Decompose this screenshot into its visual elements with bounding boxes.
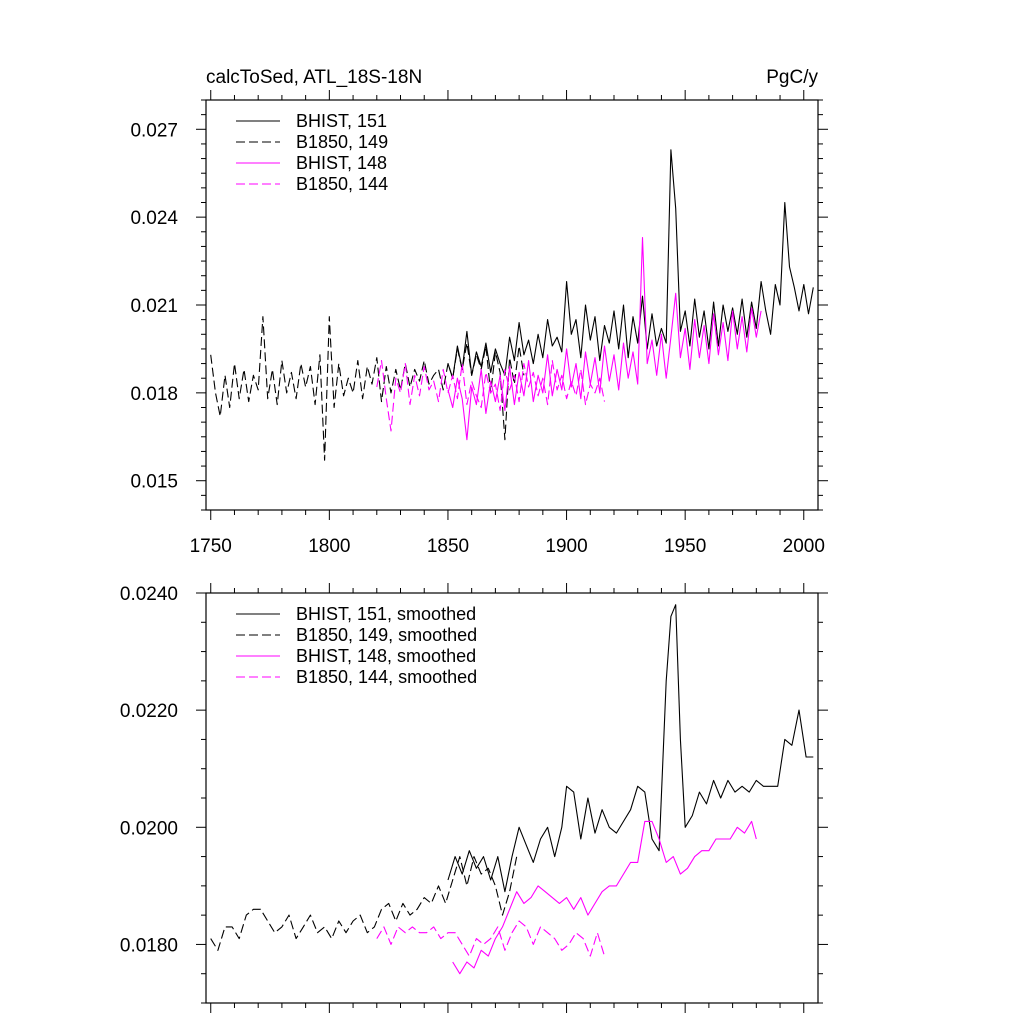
- y-tick-label: 0.0180: [120, 935, 178, 956]
- y-tick-label: 0.024: [130, 208, 178, 229]
- top-legend-label: BHIST, 151: [296, 111, 387, 131]
- top-legend-label: B1850, 144: [296, 174, 388, 194]
- top-panel: 1750 1800 1850 1900 1950 2000 0.015 0.018 0.021 0…: [130, 90, 828, 557]
- top-legend-label: B1850, 149: [296, 132, 388, 152]
- top-series-line-2: [210, 316, 525, 461]
- top-series-line-1: [447, 149, 814, 379]
- bottom-legend-label: B1850, 149, smoothed: [296, 625, 477, 645]
- y-tick-label: 0.015: [130, 472, 178, 493]
- y-tick-label: 0.021: [130, 296, 178, 317]
- units-label: PgC/y: [766, 67, 818, 88]
- x-tick-label: 1950: [664, 536, 706, 557]
- bottom-legend-label: BHIST, 151, smoothed: [296, 604, 476, 624]
- top-legend-label: BHIST, 148: [296, 153, 387, 173]
- bottom-series-line-2: [210, 856, 518, 951]
- x-tick-label: 1900: [545, 536, 587, 557]
- x-tick-label: 1750: [190, 536, 232, 557]
- x-tick-label: 1800: [308, 536, 350, 557]
- y-tick-label: 0.027: [130, 120, 178, 141]
- bottom-legend-label: BHIST, 148, smoothed: [296, 646, 476, 666]
- bottom-legend-label: B1850, 144, smoothed: [296, 667, 477, 687]
- top-series-line-4: [376, 360, 606, 432]
- y-tick-label: 0.0220: [120, 701, 178, 722]
- bottom-series-line-3: [452, 820, 757, 975]
- y-tick-label: 0.0240: [120, 584, 178, 605]
- x-tick-label: 1850: [427, 536, 469, 557]
- bottom-series-line-1: [447, 604, 814, 893]
- bottom-series-line-4: [376, 920, 606, 957]
- chart-title: calcToSed, ATL_18S-18N: [206, 67, 422, 88]
- x-tick-label: 2000: [783, 536, 825, 557]
- y-tick-label: 0.0200: [120, 818, 178, 839]
- bottom-panel: 0.0180 0.0200 0.0220 0.0240 BHIST, 151, smoo…: [120, 583, 828, 1013]
- top-series-line-3: [447, 237, 762, 441]
- y-tick-label: 0.018: [130, 384, 178, 405]
